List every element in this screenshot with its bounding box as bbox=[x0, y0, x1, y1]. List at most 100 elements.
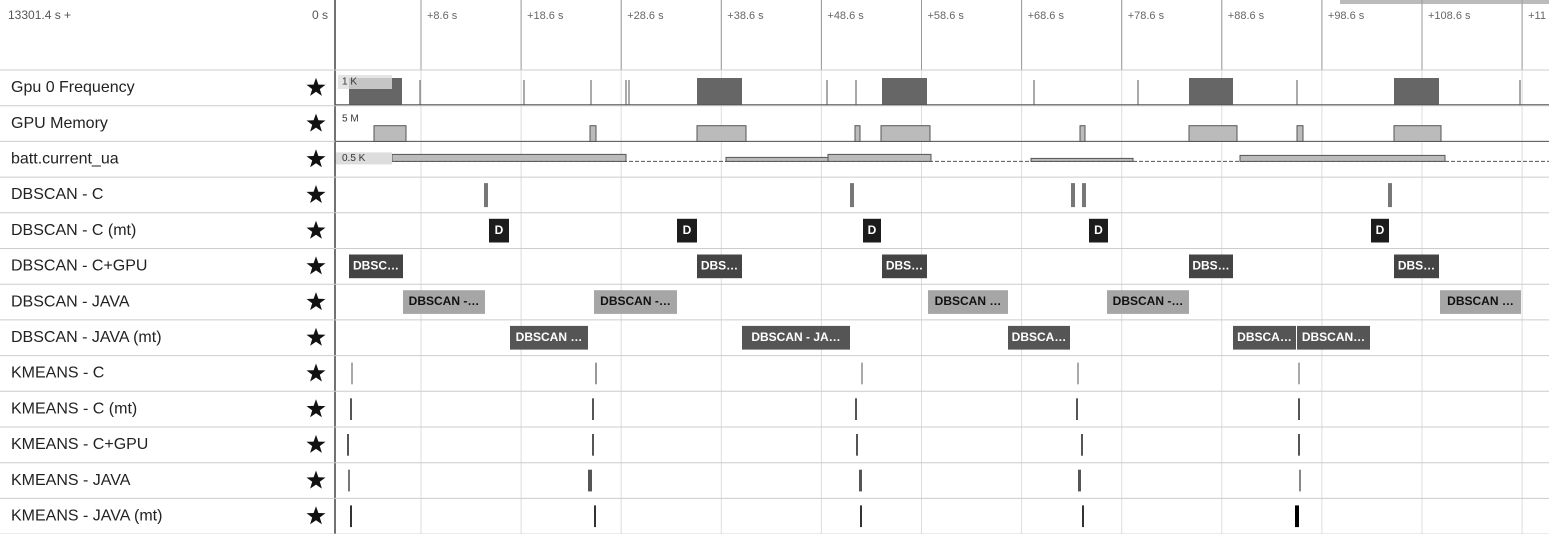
freq-block bbox=[1189, 78, 1233, 105]
slice-label: DBSCAN -… bbox=[409, 294, 480, 308]
slice[interactable] bbox=[1008, 325, 1070, 350]
track-name[interactable]: DBSCAN - JAVA bbox=[11, 293, 130, 310]
slice-label: DBS… bbox=[701, 259, 738, 273]
slice[interactable] bbox=[1371, 218, 1389, 243]
slice[interactable] bbox=[489, 218, 509, 243]
slice[interactable] bbox=[677, 218, 697, 243]
mem-block bbox=[589, 125, 597, 142]
pin-star[interactable] bbox=[306, 185, 326, 203]
slice[interactable] bbox=[594, 290, 677, 314]
track-name[interactable]: GPU Memory bbox=[11, 115, 108, 132]
tick-label: +48.6 s bbox=[827, 10, 864, 22]
pin-star[interactable] bbox=[306, 113, 326, 132]
slice-label: DBSCAN - JA… bbox=[751, 330, 840, 344]
slice[interactable] bbox=[1089, 218, 1108, 243]
slice bbox=[1077, 362, 1079, 385]
slice bbox=[350, 505, 352, 528]
slice-label: DBSCAN -… bbox=[1113, 294, 1184, 308]
slice bbox=[588, 469, 592, 492]
track-name[interactable]: DBSCAN - C bbox=[11, 186, 103, 203]
track-name[interactable]: Gpu 0 Frequency bbox=[11, 79, 135, 96]
track-name[interactable]: batt.current_ua bbox=[11, 150, 119, 167]
slice bbox=[850, 183, 854, 208]
slice[interactable] bbox=[1394, 254, 1439, 279]
slice bbox=[1078, 469, 1081, 492]
pin-star[interactable] bbox=[306, 292, 326, 311]
pin-star[interactable] bbox=[306, 506, 326, 525]
slice[interactable] bbox=[1189, 254, 1233, 279]
scale-label: 0.5 K bbox=[342, 153, 366, 164]
slice bbox=[1388, 183, 1392, 208]
pin-star[interactable] bbox=[306, 77, 326, 96]
slice bbox=[856, 434, 858, 456]
slice bbox=[484, 183, 488, 208]
slice[interactable] bbox=[882, 254, 927, 279]
mem-block bbox=[1296, 125, 1304, 142]
slice-label: DBSCAN … bbox=[935, 294, 1002, 308]
track-name[interactable]: KMEANS - JAVA (mt) bbox=[11, 507, 162, 524]
pin-star[interactable] bbox=[306, 363, 326, 382]
pin-star[interactable] bbox=[306, 470, 326, 489]
slice[interactable] bbox=[697, 254, 742, 279]
slice[interactable] bbox=[1297, 325, 1370, 350]
slice-label: DBSCAN … bbox=[516, 330, 583, 344]
tick-label: +11 bbox=[1528, 10, 1546, 22]
slice-label: DBSCA… bbox=[1012, 330, 1067, 344]
slice bbox=[1081, 434, 1083, 456]
slice bbox=[348, 469, 350, 492]
pin-star[interactable] bbox=[306, 220, 326, 239]
tick-label: +98.6 s bbox=[1328, 10, 1365, 22]
slice bbox=[859, 469, 862, 492]
slice bbox=[350, 398, 352, 420]
slice-label: DBSCAN … bbox=[1447, 294, 1514, 308]
mem-block bbox=[1079, 125, 1086, 142]
slice[interactable] bbox=[742, 325, 850, 350]
pin-star[interactable] bbox=[306, 256, 326, 275]
tick-label: +78.6 s bbox=[1128, 10, 1165, 22]
zero-label: 0 s bbox=[312, 8, 328, 22]
slice bbox=[1298, 362, 1300, 385]
slice bbox=[1082, 183, 1086, 208]
slice[interactable] bbox=[863, 218, 881, 243]
pin-star[interactable] bbox=[306, 399, 326, 418]
slice bbox=[351, 362, 353, 385]
time-offset: 13301.4 s + bbox=[8, 8, 71, 22]
slice bbox=[1071, 183, 1075, 208]
freq-block bbox=[882, 78, 927, 105]
slice bbox=[594, 505, 596, 528]
track-name[interactable]: KMEANS - JAVA bbox=[11, 472, 131, 489]
slice[interactable] bbox=[403, 290, 485, 314]
batt-block bbox=[1239, 154, 1446, 162]
slice bbox=[595, 362, 597, 385]
mem-block bbox=[1393, 125, 1442, 142]
batt-block bbox=[827, 153, 932, 162]
track-name[interactable]: DBSCAN - C+GPU bbox=[11, 258, 147, 275]
batt-block bbox=[391, 153, 627, 162]
slice bbox=[860, 505, 862, 528]
slice[interactable] bbox=[349, 254, 403, 279]
scrollbar[interactable] bbox=[1340, 0, 1549, 4]
slice-label: DBS… bbox=[886, 259, 923, 273]
slice[interactable] bbox=[1233, 325, 1296, 350]
tick-label: +108.6 s bbox=[1428, 10, 1471, 22]
slice[interactable] bbox=[1107, 290, 1189, 314]
slice[interactable] bbox=[1440, 290, 1521, 314]
pin-star[interactable] bbox=[306, 327, 326, 346]
slice-label: DBSC… bbox=[353, 259, 399, 273]
tick-label: +8.6 s bbox=[427, 10, 458, 22]
pin-star[interactable] bbox=[306, 434, 326, 453]
slice-label: DBSCAN -… bbox=[600, 294, 671, 308]
slice[interactable] bbox=[928, 290, 1008, 314]
slice bbox=[592, 398, 594, 420]
slice bbox=[1299, 469, 1301, 492]
track-name[interactable]: DBSCAN - C (mt) bbox=[11, 222, 136, 239]
batt-block bbox=[725, 156, 829, 162]
track-name[interactable]: KMEANS - C+GPU bbox=[11, 436, 148, 453]
slice bbox=[1298, 434, 1300, 456]
track-name[interactable]: KMEANS - C bbox=[11, 365, 104, 382]
pin-star[interactable] bbox=[306, 149, 326, 168]
track-name[interactable]: KMEANS - C (mt) bbox=[11, 400, 137, 417]
track-name[interactable]: DBSCAN - JAVA (mt) bbox=[11, 329, 162, 346]
slice[interactable] bbox=[510, 325, 588, 350]
